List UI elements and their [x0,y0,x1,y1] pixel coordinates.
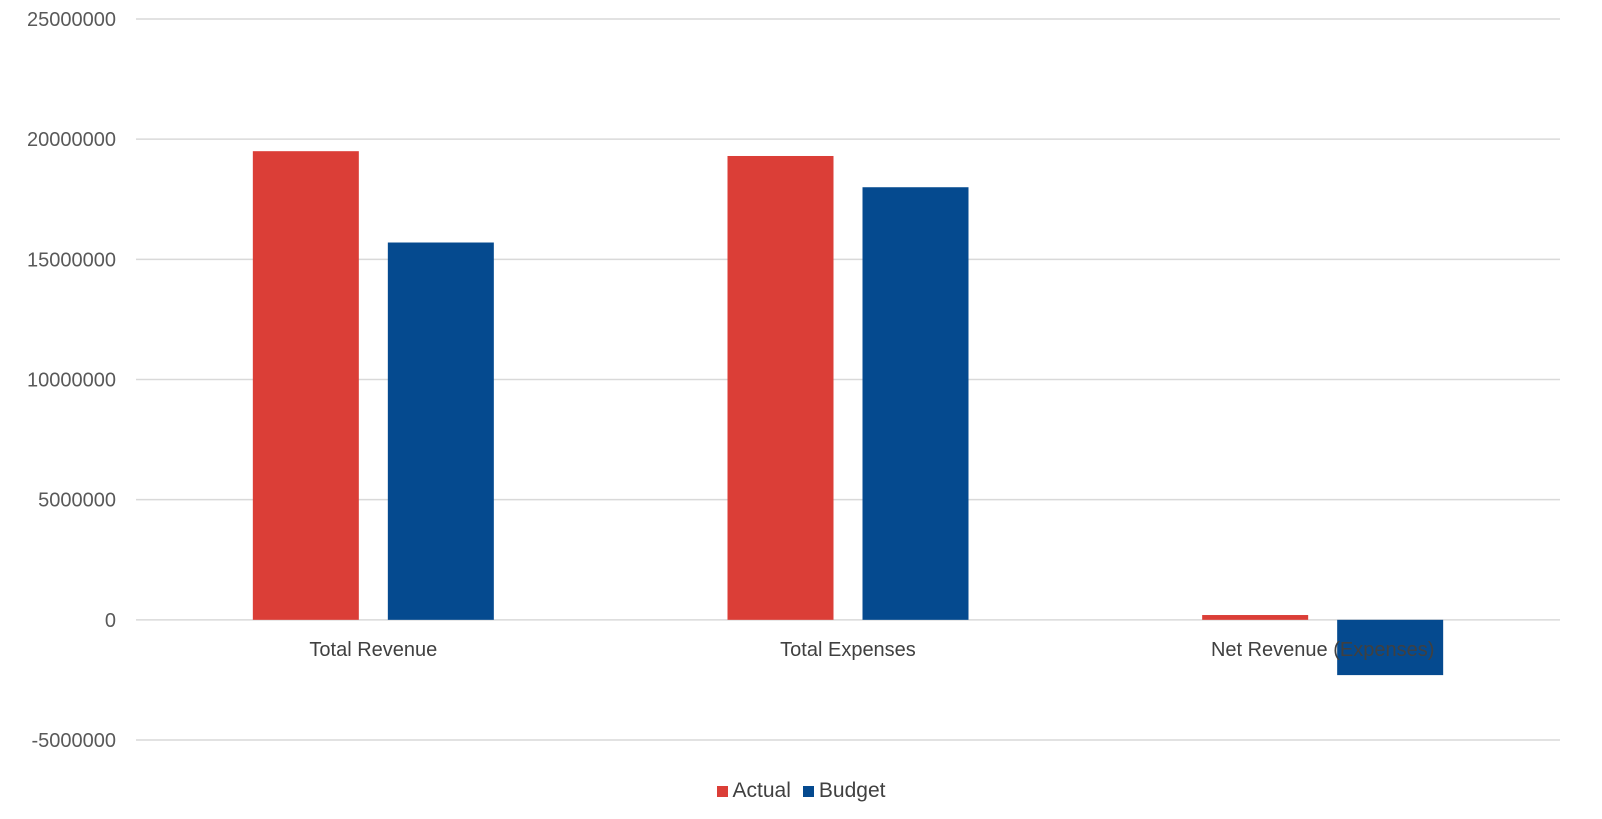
x-category-label: Total Revenue [309,639,437,661]
bar-budget [1337,619,1444,676]
y-tick-label: 0 [105,610,116,632]
legend-label-budget: Budget [818,779,886,802]
x-category-label: Net Revenue (Expenses) [1211,639,1434,661]
bar-budget [862,187,969,620]
legend-label-actual: Actual [732,779,791,802]
x-category-label: Total Expenses [780,639,916,661]
y-tick-label: 15000000 [27,249,116,271]
legend-swatch-budget [802,785,814,797]
legend-item-budget: Budget [802,779,886,803]
bar-actual [252,151,359,620]
legend-item-actual: Actual [716,779,791,803]
y-tick-label: 5000000 [38,490,116,512]
bar-budget [387,242,494,620]
y-tick-label: 20000000 [27,129,116,151]
y-tick-label: -5000000 [31,730,116,752]
bar-actual [1202,615,1309,620]
bar-actual [727,155,834,620]
x-axis-category-labels: Total Revenue Total Expenses Net Revenue (… [309,639,1434,661]
y-axis-tick-labels: 25000000 20000000 15000000 10000000 5000000 0… [27,9,116,752]
y-tick-label: 25000000 [27,9,116,31]
legend-swatch-actual [716,785,728,797]
gridlines [136,18,1560,741]
bars [252,151,1444,676]
legend: Actual Budget [0,776,1602,806]
y-tick-label: 10000000 [27,370,116,392]
bar-chart: 25000000 20000000 15000000 10000000 5000000 0… [27,9,1560,752]
